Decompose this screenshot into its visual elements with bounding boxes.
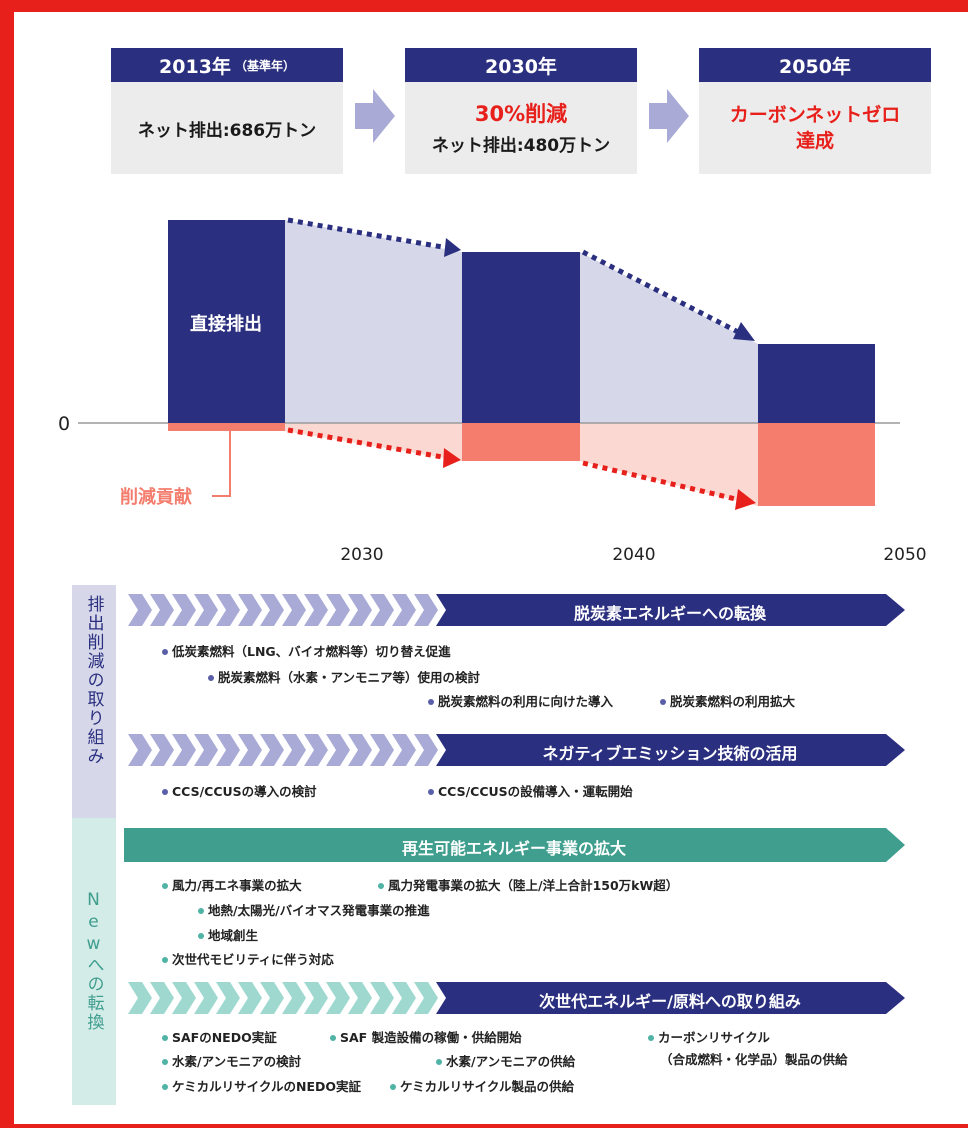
track3-title: 再生可能エネルギー事業の拡大	[401, 839, 626, 858]
net-emission-2013: ネット排出:686万トン	[137, 120, 317, 141]
reduction-dotted-arrow	[582, 460, 741, 503]
arrowhead-icon	[444, 238, 461, 257]
box-head-2013: 2013年 （基準年）	[111, 48, 343, 82]
net-emission-2030: ネット排出:480万トン	[431, 135, 611, 156]
bullet-item: ケミカルリサイクル製品の供給	[390, 1076, 574, 1095]
reduction-bar-2030	[462, 423, 580, 461]
reduction-bar-2050	[758, 423, 875, 506]
emission-bar-2030	[462, 252, 580, 423]
emission-bar-2013	[168, 220, 285, 423]
year-2050: 2050年	[779, 55, 851, 78]
emission-bar-2050	[758, 344, 875, 423]
arrow-right-icon	[355, 89, 395, 143]
box-body-2050: カーボンネットゼロ 達成	[699, 82, 931, 174]
track2-title: ネガティブエミッション技術の活用	[542, 744, 798, 763]
reduction-trend-fill	[580, 423, 758, 506]
x-tick-2030: 2030	[340, 545, 383, 565]
bullet-item: カーボンリサイクル	[648, 1027, 770, 1046]
year-2013: 2013年	[159, 55, 231, 78]
bullet-item: 地熱/太陽光/バイオマス発電事業の推進	[198, 900, 430, 919]
bullet-item: 地域創生	[198, 925, 258, 944]
box-head-2030: 2030年	[405, 48, 637, 82]
track-banners	[124, 594, 905, 1014]
bullet-item: 風力発電事業の拡大（陸上/洋上合計150万kW超）	[378, 875, 678, 894]
base-year-note: （基準年）	[234, 58, 295, 73]
bullet-item: SAFのNEDO実証	[162, 1027, 277, 1046]
bullet-item: CCS/CCUSの導入の検討	[162, 781, 317, 800]
arrowhead-icon	[733, 322, 755, 341]
emission-chart: 直接排出 0 削減貢献 2030 2040 2050	[58, 217, 927, 565]
track-negative-emission	[128, 734, 905, 766]
emission-trend-fill	[580, 252, 758, 423]
achieved: 達成	[795, 130, 834, 152]
reduction-label-connector	[212, 431, 231, 497]
zero-axis-label: 0	[58, 413, 70, 435]
bullet-item: 次世代モビリティに伴う対応	[162, 949, 334, 968]
reduction-side-panel	[72, 585, 116, 818]
header-arrows	[355, 89, 689, 143]
reduction-30-percent: 30%削減	[474, 101, 568, 126]
track-next-gen-energy	[128, 982, 905, 1014]
reduction-section-label: 排出削減の取り組み	[83, 595, 104, 766]
arrowhead-icon	[735, 489, 756, 510]
direct-emission-label: 直接排出	[190, 313, 262, 335]
bullet-item: ケミカルリサイクルのNEDO実証	[162, 1076, 361, 1095]
box-body-2013: ネット排出:686万トン	[111, 82, 343, 174]
box-head-2050: 2050年	[699, 48, 931, 82]
new-section-label: Newへの転換	[83, 890, 104, 1032]
box-body-2030: 30%削減 ネット排出:480万トン	[405, 82, 637, 174]
bullet-item: CCS/CCUSの設備導入・運転開始	[428, 781, 633, 800]
bullet-item: 水素/アンモニアの検討	[162, 1051, 301, 1070]
reduction-dotted-arrow	[287, 427, 449, 461]
carbon-net-zero: カーボンネットゼロ	[729, 104, 901, 126]
emission-trend-fill	[285, 220, 462, 423]
bullet-item: 脱炭素燃料（水素・アンモニア等）使用の検討	[208, 667, 480, 686]
year-2030: 2030年	[485, 55, 557, 78]
bullet-item: 脱炭素燃料の利用に向けた導入	[428, 691, 613, 710]
track-renewable	[124, 828, 905, 862]
emission-dotted-arrow	[287, 217, 449, 251]
reduction-contribution-label: 削減貢献	[120, 486, 192, 508]
reduction-trend-fill	[285, 423, 462, 461]
arrow-right-icon	[649, 89, 689, 143]
bullet-item: 水素/アンモニアの供給	[436, 1051, 575, 1070]
bullet-item-continued: （合成燃料・化学品）製品の供給	[660, 1052, 848, 1067]
bullet-item: 脱炭素燃料の利用拡大	[660, 691, 795, 710]
bullet-item: 低炭素燃料（LNG、バイオ燃料等）切り替え促進	[162, 641, 451, 660]
track4-title: 次世代エネルギー/原料への取り組み	[539, 992, 801, 1011]
arrowhead-icon	[443, 448, 461, 468]
track-decarbon-energy	[128, 594, 905, 626]
track1-title: 脱炭素エネルギーへの転換	[573, 604, 766, 623]
bullet-item: 風力/再エネ事業の拡大	[162, 875, 302, 894]
x-tick-2050: 2050	[883, 545, 926, 565]
bullet-item: SAF 製造設備の稼働・供給開始	[330, 1027, 522, 1046]
new-side-panel	[72, 818, 116, 1105]
x-tick-2040: 2040	[612, 545, 655, 565]
reduction-bar-2013	[168, 423, 285, 431]
